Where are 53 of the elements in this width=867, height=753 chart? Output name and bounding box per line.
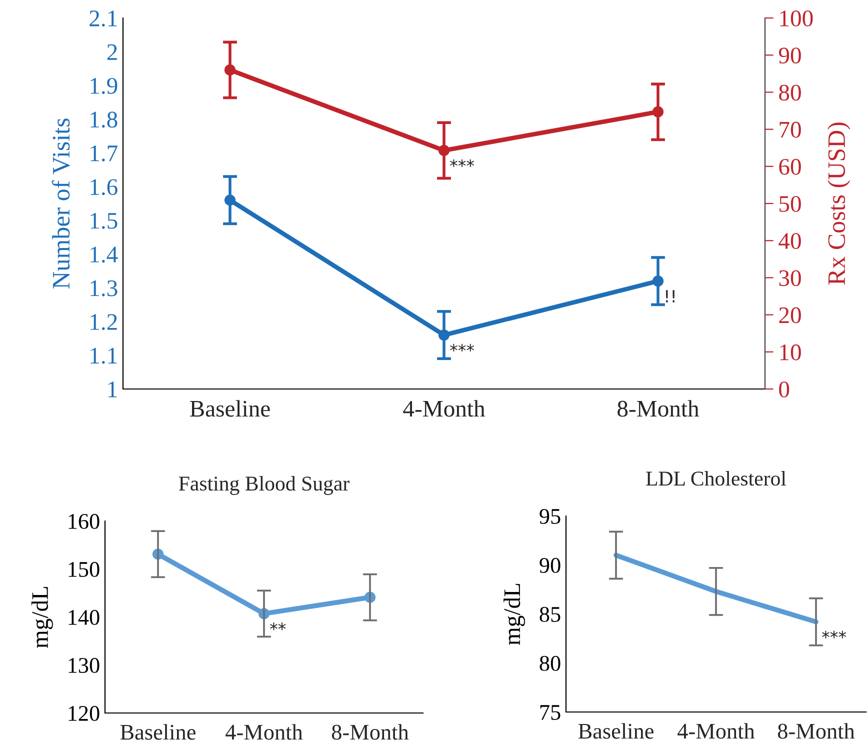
y-tick-label: 150 [68,562,100,577]
x-tick-label: Baseline [120,724,196,740]
y2-tick-label: 50 [780,196,801,212]
y-tick-label: 75 [540,705,560,720]
y2-tick-label: 100 [780,10,813,26]
y-tick-label: 1.7 [90,146,118,162]
y2-tick-label: 60 [779,158,801,175]
y-tick-label: 120 [68,706,100,721]
y-tick-label: 85 [540,606,560,622]
annotation: *** [450,159,474,167]
y-tick-label: 160 [68,514,100,529]
y-tick-label: 1.8 [90,112,118,128]
annotation: !! [666,290,674,302]
y-tick-label: 1.9 [90,78,118,94]
y-tick-label: 2 [107,44,117,60]
y2-axis-title: Rx Costs (USD) [828,122,850,285]
y-tick-label: 1.2 [90,314,117,330]
y-tick-label: 130 [68,658,100,673]
x-tick-label: 8-Month [618,400,700,417]
x-tick-label: 4-Month [678,723,755,739]
chart-title: LDL Cholesterol [646,470,786,486]
y-tick-label: 80 [540,656,560,671]
y-tick-label: 90 [540,558,560,573]
x-tick-label: 8-Month [332,724,409,740]
y-tick-label: 1.5 [90,212,118,229]
annotation: *** [822,630,846,638]
chart-title: Fasting Blood Sugar [178,476,350,495]
y-axis-title: Number of Visits [52,118,70,289]
y-axis-title: mg/dL [504,584,526,645]
y-tick-label: 1.6 [90,179,118,196]
y-tick-label: 1.1 [90,348,117,364]
y-tick-label: 140 [68,610,100,625]
y-tick-label: 1 [108,382,117,398]
y2-tick-label: 30 [779,270,801,286]
x-tick-label: Baseline [578,723,654,739]
y-axis-title: mg/dL [31,586,53,648]
y-tick-label: 1.4 [90,246,118,263]
y2-tick-label: 20 [779,307,801,324]
y2-tick-label: 70 [780,122,801,138]
y2-tick-label: 10 [780,344,801,360]
y2-tick-label: 40 [778,233,801,250]
x-tick-label: Baseline [190,400,270,417]
y-tick-label: 2.1 [90,10,117,27]
annotation: ** [270,622,286,630]
y-tick-label: 1.3 [90,280,118,296]
y2-tick-label: 80 [779,84,801,101]
annotation: *** [450,344,474,352]
x-tick-label: 8-Month [778,723,855,739]
x-tick-label: 4-Month [403,400,486,417]
y2-tick-label: 0 [779,381,790,398]
x-tick-label: 4-Month [226,724,303,740]
y-tick-label: 95 [540,508,560,524]
y2-tick-label: 90 [778,48,801,64]
